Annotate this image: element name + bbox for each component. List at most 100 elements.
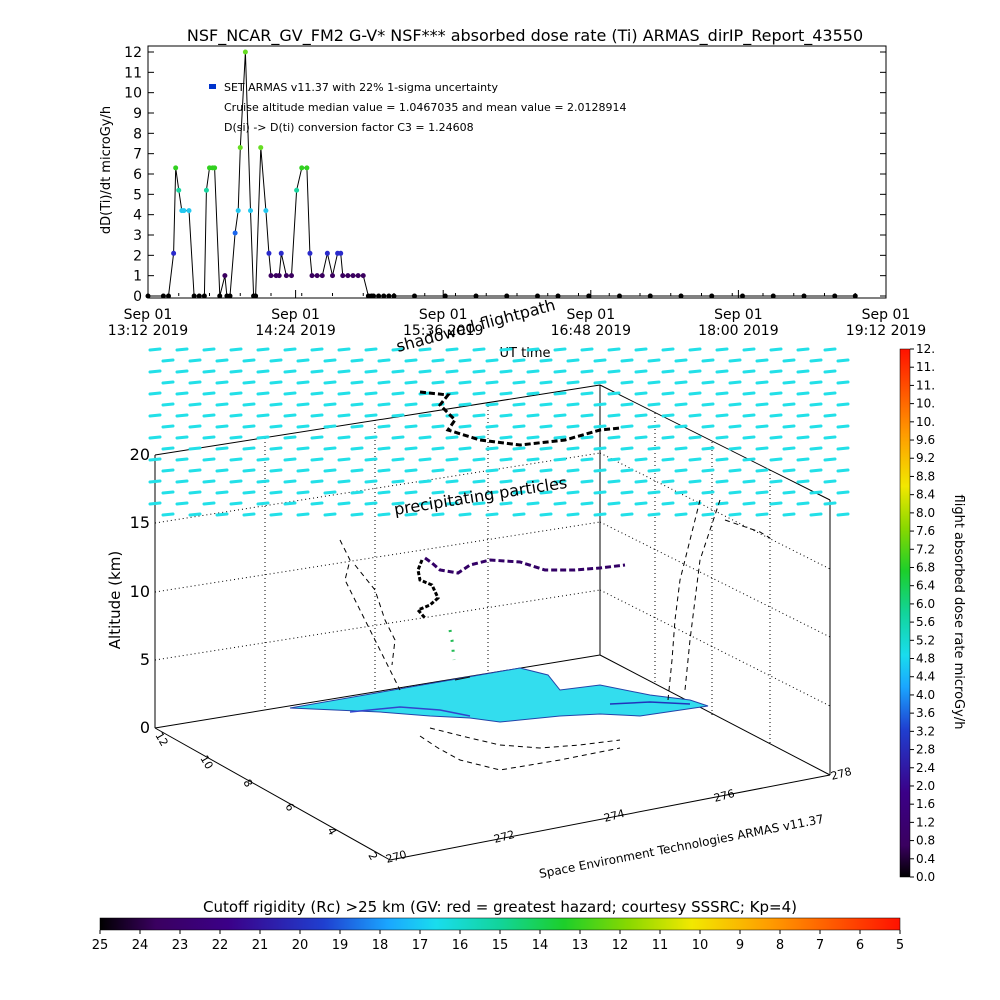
particle-dash	[377, 512, 391, 517]
particle-dash	[364, 435, 378, 440]
particle-dash	[809, 512, 823, 517]
particle-dash	[431, 358, 445, 363]
particle-dash	[661, 413, 675, 418]
colorbar-tick-label: 1.2	[916, 815, 935, 829]
data-point	[171, 250, 177, 256]
particle-dash	[229, 347, 243, 352]
particle-dash	[769, 413, 783, 418]
particle-dash	[499, 413, 513, 418]
data-point	[412, 293, 417, 299]
cutoff-tick-label: 10	[692, 938, 709, 953]
colorbar-tick-label: 6.0	[916, 597, 935, 611]
colorbar-label: flight absorbed dose rate microGy/h	[951, 495, 966, 730]
particle-dash	[539, 468, 553, 473]
particle-dash	[499, 369, 513, 374]
particle-dash	[512, 468, 526, 473]
particle-dash	[418, 501, 432, 506]
particle-dash	[310, 413, 324, 418]
particle-dash	[418, 435, 432, 440]
data-point	[304, 165, 310, 171]
particle-dash	[458, 380, 472, 385]
particle-dash	[229, 369, 243, 374]
particle-dash	[647, 468, 661, 473]
particle-dash	[769, 391, 783, 396]
data-point	[647, 293, 653, 299]
particle-dash	[242, 380, 256, 385]
particle-dash	[742, 457, 756, 462]
particle-dash	[742, 369, 756, 374]
particle-dash	[620, 512, 634, 517]
particle-dash	[458, 468, 472, 473]
particle-dash	[701, 468, 715, 473]
particle-dash	[620, 402, 634, 407]
x-tick-label-date: Sep 01	[862, 307, 911, 323]
particle-dash	[310, 479, 324, 484]
particle-dash	[647, 446, 661, 451]
particle-dash	[526, 347, 540, 352]
particle-dash	[242, 424, 256, 429]
particle-dash	[553, 413, 567, 418]
particle-dash	[202, 413, 216, 418]
particle-dash	[674, 446, 688, 451]
particle-dash	[499, 501, 513, 506]
data-point	[160, 293, 166, 299]
particle-dash	[526, 391, 540, 396]
colorbar-tick-label: 3.2	[916, 724, 935, 738]
particle-dash	[148, 347, 162, 352]
particle-dash	[566, 468, 580, 473]
particle-dash	[269, 490, 283, 495]
data-point	[442, 293, 448, 299]
particle-dash	[539, 446, 553, 451]
particle-dash	[512, 402, 526, 407]
particle-dash	[809, 358, 823, 363]
colorbar-tick-label: 0.0	[916, 870, 935, 884]
colorbar-tick-label: 0.4	[916, 852, 935, 866]
z-tick-10: 10	[130, 582, 150, 601]
data-point	[289, 273, 294, 279]
particle-dash	[809, 490, 823, 495]
particle-dash	[580, 479, 594, 484]
particle-dash	[607, 369, 621, 374]
x-tick-label-time: 19:12 2019	[846, 323, 926, 339]
data-point	[173, 165, 179, 171]
particle-dash	[485, 512, 499, 517]
legend-marker	[209, 84, 216, 89]
particle-dash	[283, 391, 297, 396]
particle-dash	[229, 501, 243, 506]
particle-dash	[796, 479, 810, 484]
particle-dash	[593, 490, 607, 495]
particle-dash	[310, 501, 324, 506]
data-point	[324, 250, 330, 256]
data-point	[227, 293, 233, 299]
data-point	[294, 187, 300, 193]
particle-dash	[283, 501, 297, 506]
cutoff-rigidity-colorbar: Cutoff rigidity (Rc) >25 km (GV: red = g…	[92, 898, 904, 953]
particle-dash	[634, 347, 648, 352]
particle-dash	[769, 347, 783, 352]
data-point	[248, 208, 253, 214]
particle-dash	[836, 446, 850, 451]
particle-dash	[431, 490, 445, 495]
colorbar-tick-label: 4.8	[916, 652, 935, 666]
particle-dash	[337, 347, 351, 352]
particle-dash	[620, 468, 634, 473]
colorbar-tick-label: 10.	[916, 397, 935, 411]
particle-dash	[458, 402, 472, 407]
particle-dash	[188, 424, 202, 429]
cutoff-rigidity-strip	[99, 917, 901, 931]
particle-dash	[620, 424, 634, 429]
y-tick-8: 8	[240, 777, 255, 790]
data-point	[309, 273, 315, 279]
colorbar-tick-label: 2.8	[916, 743, 935, 757]
particle-dash	[715, 413, 729, 418]
particle-dash	[580, 391, 594, 396]
particle-dash	[796, 501, 810, 506]
data-point	[145, 293, 151, 299]
particle-dash	[485, 358, 499, 363]
particle-dash	[553, 347, 567, 352]
colorbar-tick-label: 8.4	[916, 488, 935, 502]
particle-dash	[256, 501, 270, 506]
particle-dash	[593, 402, 607, 407]
